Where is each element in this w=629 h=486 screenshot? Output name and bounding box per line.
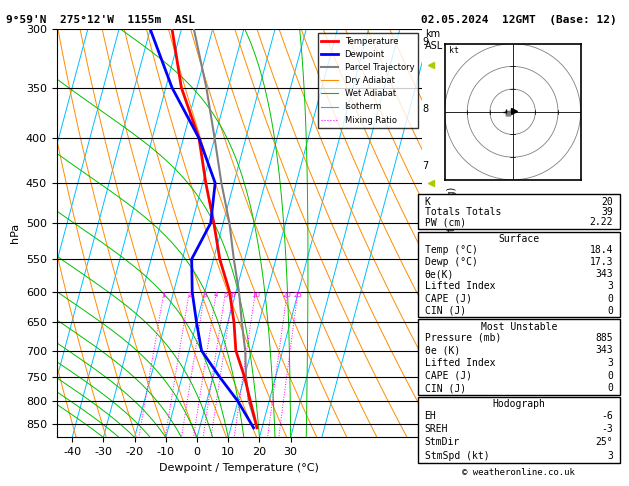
Text: 3: 3 [203, 292, 207, 298]
Text: Pressure (mb): Pressure (mb) [425, 333, 501, 343]
Text: 2: 2 [187, 292, 191, 298]
Text: 0: 0 [608, 306, 613, 316]
Text: 9°59'N  275°12'W  1155m  ASL: 9°59'N 275°12'W 1155m ASL [6, 15, 195, 25]
Text: 1: 1 [162, 292, 166, 298]
Text: Hodograph: Hodograph [493, 399, 545, 409]
Text: 343: 343 [596, 269, 613, 279]
Text: 2.22: 2.22 [590, 217, 613, 227]
Text: 25°: 25° [596, 437, 613, 448]
Text: 4: 4 [214, 292, 218, 298]
Text: 3: 3 [608, 451, 613, 461]
Text: 3: 3 [608, 358, 613, 368]
Legend: Temperature, Dewpoint, Parcel Trajectory, Dry Adiabat, Wet Adiabat, Isotherm, Mi: Temperature, Dewpoint, Parcel Trajectory… [318, 34, 418, 128]
Text: 0: 0 [608, 294, 613, 304]
Text: LCL: LCL [423, 423, 440, 433]
Text: 02.05.2024  12GMT  (Base: 12): 02.05.2024 12GMT (Base: 12) [421, 15, 617, 25]
Text: 39: 39 [601, 208, 613, 217]
Text: StmSpd (kt): StmSpd (kt) [425, 451, 489, 461]
X-axis label: Dewpoint / Temperature (°C): Dewpoint / Temperature (°C) [159, 463, 319, 473]
Text: 25: 25 [294, 292, 303, 298]
Text: 3: 3 [608, 281, 613, 292]
Text: StmDir: StmDir [425, 437, 460, 448]
Text: Lifted Index: Lifted Index [425, 281, 495, 292]
Text: km
ASL: km ASL [425, 29, 443, 51]
Text: 6: 6 [231, 292, 235, 298]
Text: CAPE (J): CAPE (J) [425, 294, 472, 304]
Text: -6: -6 [601, 411, 613, 421]
Text: Surface: Surface [498, 234, 540, 244]
Text: 2: 2 [423, 383, 429, 393]
Text: 17.3: 17.3 [590, 257, 613, 267]
Text: 20: 20 [283, 292, 292, 298]
Text: θe(K): θe(K) [425, 269, 454, 279]
Text: Lifted Index: Lifted Index [425, 358, 495, 368]
Text: 7: 7 [423, 161, 429, 171]
Text: Totals Totals: Totals Totals [425, 208, 501, 217]
Text: © weatheronline.co.uk: © weatheronline.co.uk [462, 468, 576, 477]
Text: 18.4: 18.4 [590, 245, 613, 255]
Text: 8: 8 [423, 104, 429, 114]
Text: SREH: SREH [425, 424, 448, 434]
Text: 5: 5 [423, 264, 429, 274]
Text: Dewp (°C): Dewp (°C) [425, 257, 477, 267]
Text: -3: -3 [601, 424, 613, 434]
Text: CIN (J): CIN (J) [425, 383, 465, 393]
Text: 20: 20 [601, 197, 613, 208]
Text: θe (K): θe (K) [425, 346, 460, 355]
Text: 9: 9 [423, 36, 429, 47]
Text: kt: kt [449, 46, 459, 55]
Text: LCL: LCL [423, 423, 440, 433]
Text: 0: 0 [608, 383, 613, 393]
Text: 343: 343 [596, 346, 613, 355]
Y-axis label: hPa: hPa [10, 223, 20, 243]
Text: Mixing Ratio (g/kg): Mixing Ratio (g/kg) [447, 187, 457, 279]
Text: 6: 6 [423, 210, 429, 220]
Text: K: K [425, 197, 430, 208]
Text: 0: 0 [608, 371, 613, 381]
Text: 3: 3 [423, 351, 429, 361]
Text: EH: EH [425, 411, 437, 421]
Text: 10: 10 [251, 292, 260, 298]
Text: 885: 885 [596, 333, 613, 343]
Text: CAPE (J): CAPE (J) [425, 371, 472, 381]
Text: CIN (J): CIN (J) [425, 306, 465, 316]
Text: PW (cm): PW (cm) [425, 217, 465, 227]
Text: Temp (°C): Temp (°C) [425, 245, 477, 255]
Text: 4: 4 [423, 309, 429, 319]
Text: 5: 5 [223, 292, 228, 298]
Text: Most Unstable: Most Unstable [481, 322, 557, 331]
